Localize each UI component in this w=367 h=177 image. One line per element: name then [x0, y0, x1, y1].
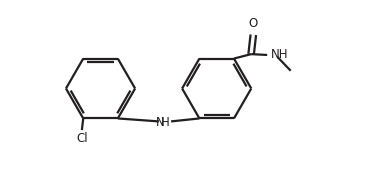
Text: N: N — [156, 116, 165, 129]
Text: H: H — [161, 116, 170, 129]
Text: O: O — [249, 17, 258, 30]
Text: Cl: Cl — [76, 132, 88, 145]
Text: NH: NH — [271, 48, 288, 61]
